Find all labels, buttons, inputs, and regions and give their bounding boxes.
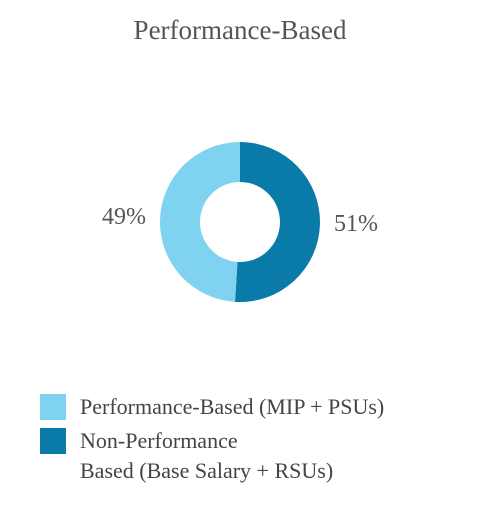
legend-label: Non-Performance Based (Base Salary + RSU… — [80, 428, 334, 483]
legend-item: Non-Performance Based (Base Salary + RSU… — [40, 428, 470, 486]
value-label: 49% — [102, 204, 146, 230]
chart: Performance-Based 51% 49% — [102, 15, 378, 303]
legend-swatch — [40, 428, 66, 454]
donut-slice — [160, 142, 240, 302]
legend-item: Performance-Based (MIP + PSUs) — [40, 394, 470, 422]
legend-swatch — [40, 394, 66, 420]
legend-label: Performance-Based (MIP + PSUs) — [80, 394, 385, 419]
legend: Performance-Based (MIP + PSUs) Non-Perfor… — [40, 394, 470, 492]
value-label: 51% — [334, 211, 378, 237]
donut-slice — [234, 142, 321, 303]
chart-title: Performance-Based — [134, 15, 347, 45]
